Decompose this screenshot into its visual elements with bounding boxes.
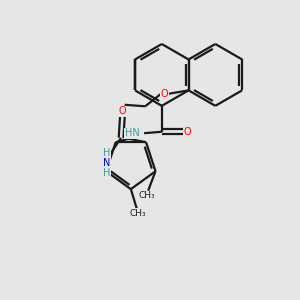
Text: N: N xyxy=(103,158,110,169)
Text: O: O xyxy=(119,106,126,116)
Text: CH₃: CH₃ xyxy=(138,191,155,200)
Text: CH₃: CH₃ xyxy=(130,209,146,218)
Text: H: H xyxy=(103,148,110,158)
Text: S: S xyxy=(105,165,111,175)
Text: O: O xyxy=(184,127,191,137)
Text: H: H xyxy=(103,168,110,178)
Text: O: O xyxy=(160,89,168,99)
Text: HN: HN xyxy=(125,128,140,138)
